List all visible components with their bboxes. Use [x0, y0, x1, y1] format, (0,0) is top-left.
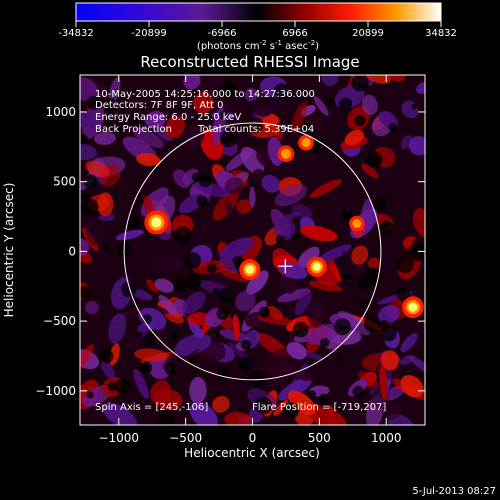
info-annotations: 10-May-2005 14:25:16.000 to 14:27:36.000… — [95, 89, 386, 413]
spin-axis-text: Spin Axis = [245,-106] — [95, 402, 208, 413]
solar-limb-circle — [123, 122, 382, 381]
y-tick-label: −1000 — [35, 384, 76, 398]
y-tick-label: 1000 — [45, 105, 76, 119]
colorbar-tick-label: -6966 — [207, 28, 236, 39]
source-peak — [312, 262, 321, 271]
colorbar-tick-label: 6966 — [282, 28, 307, 39]
source-core — [301, 138, 311, 148]
colorbar-tick-label: 20899 — [352, 28, 384, 39]
chart-title: Reconstructed RHESSI Image — [140, 53, 359, 71]
x-tick-label: −500 — [169, 431, 202, 445]
flare-position-text: Flare Position = [-719,207] — [252, 402, 386, 413]
y-tick-label: −500 — [43, 314, 76, 328]
x-tick-label: 1000 — [371, 431, 402, 445]
colorbar-unit-label: (photons cm-2 s-1 asec-2) — [197, 39, 319, 52]
footer-date: 5-Jul-2013 08:27 — [412, 486, 496, 497]
energy-range-text: Energy Range: 6.0 - 25.0 keV — [95, 112, 241, 123]
colorbar-gradient — [75, 2, 442, 22]
y-tick-label: 0 — [68, 244, 76, 258]
source-core — [280, 148, 291, 159]
x-tick-label: 0 — [249, 431, 257, 445]
x-tick-label: 500 — [308, 431, 331, 445]
source-peak — [408, 302, 418, 312]
x-axis-label: Heliocentric X (arcsec) — [184, 446, 320, 460]
spin-axis-crosshair — [278, 259, 293, 274]
y-tick-label: 500 — [53, 175, 76, 189]
colorbar-ticks: -34832 -20899 -6966 6966 20899 34832 — [58, 21, 457, 39]
sources-layer — [144, 134, 424, 318]
time-range-text: 10-May-2005 14:25:16.000 to 14:27:36.000 — [95, 89, 315, 100]
x-tick-label: −1000 — [98, 431, 139, 445]
total-counts-text: Total counts: 5.39E+04 — [197, 124, 314, 135]
colorbar: -34832 -20899 -6966 6966 20899 34832 (photons… — [58, 2, 457, 52]
colorbar-tick-label: 34832 — [425, 28, 457, 39]
colorbar-tick-label: -20899 — [131, 28, 166, 39]
source-core — [352, 219, 362, 228]
colorbar-tick-label: -34832 — [58, 28, 93, 39]
y-axis-label: Heliocentric Y (arcsec) — [2, 183, 16, 318]
method-text: Back Projection — [95, 124, 172, 135]
source-peak — [245, 265, 255, 274]
source-peak — [151, 217, 162, 228]
y-axis: −1000 −500 0 500 1000 — [35, 105, 425, 398]
detectors-text: Detectors: 7F 8F 9F, Att 0 — [95, 100, 223, 111]
x-axis: −1000 −500 0 500 1000 — [98, 75, 401, 445]
plot-area — [80, 75, 425, 425]
